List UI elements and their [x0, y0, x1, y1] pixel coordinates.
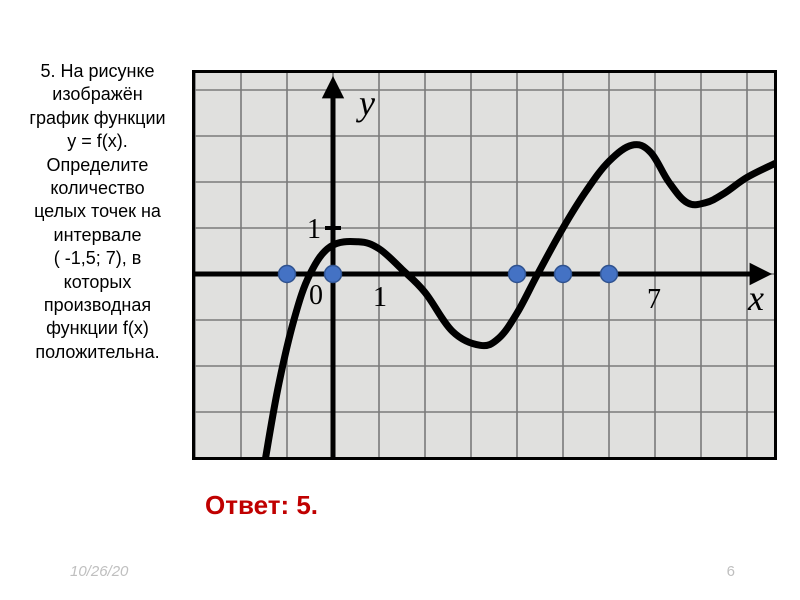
svg-text:0: 0	[309, 280, 323, 311]
svg-text:y: y	[356, 83, 375, 123]
problem-line: 5. На рисунке	[20, 60, 175, 83]
problem-line: изображён	[20, 83, 175, 106]
answer-text: Ответ: 5.	[205, 490, 318, 521]
footer-page: 6	[727, 563, 735, 580]
svg-text:1: 1	[307, 214, 321, 245]
slide: 5. На рисункеизображёнграфик функцииy = …	[0, 0, 800, 600]
problem-line: количество	[20, 177, 175, 200]
problem-line: интервале	[20, 224, 175, 247]
problem-line: которых	[20, 271, 175, 294]
footer-date: 10/26/20	[70, 563, 128, 580]
chart-container: y x 1 0 1 7	[192, 70, 777, 460]
problem-line: целых точек на	[20, 200, 175, 223]
chart-svg: y x 1 0 1 7	[195, 73, 774, 457]
problem-line: график функции	[20, 107, 175, 130]
problem-line: ( -1,5; 7), в	[20, 247, 175, 270]
svg-text:7: 7	[647, 284, 661, 315]
problem-line: Определите	[20, 154, 175, 177]
problem-line: производная	[20, 294, 175, 317]
problem-line: y = f(x).	[20, 130, 175, 153]
svg-text:1: 1	[373, 282, 387, 313]
svg-text:x: x	[747, 278, 764, 318]
problem-text: 5. На рисункеизображёнграфик функцииy = …	[20, 60, 175, 364]
problem-line: функции f(x)	[20, 317, 175, 340]
problem-line: положительна.	[20, 341, 175, 364]
